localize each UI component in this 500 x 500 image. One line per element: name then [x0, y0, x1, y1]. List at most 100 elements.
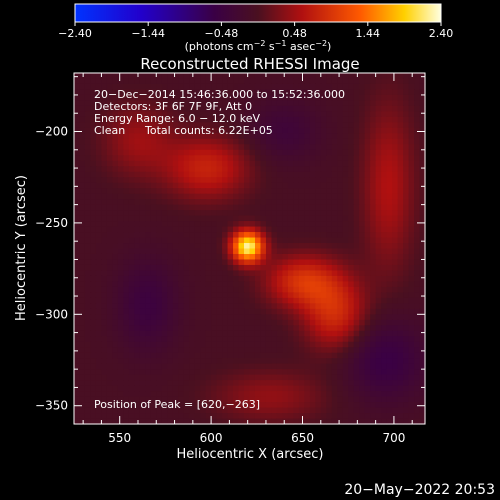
- heatmap-cell: [172, 133, 179, 140]
- heatmap-cell: [364, 319, 371, 326]
- heatmap-cell: [106, 188, 113, 195]
- heatmap-cell: [342, 325, 349, 332]
- heatmap-cell: [95, 292, 103, 299]
- heatmap-cell: [233, 83, 240, 91]
- heatmap-cell: [95, 325, 103, 332]
- heatmap-cell: [293, 297, 300, 304]
- heatmap-cell: [408, 127, 415, 134]
- heatmap-cell: [194, 166, 201, 173]
- heatmap-cell: [370, 138, 377, 145]
- heatmap-cell: [254, 253, 262, 261]
- heatmap-cell: [397, 352, 404, 359]
- heatmap-cell: [134, 253, 141, 261]
- heatmap-cell: [414, 138, 421, 145]
- heatmap-cell: [90, 308, 97, 315]
- heatmap-cell: [414, 188, 421, 195]
- heatmap-cell: [392, 149, 399, 156]
- heatmap-cell: [90, 314, 97, 321]
- heatmap-cell: [123, 73, 130, 80]
- heatmap-cell: [337, 418, 344, 425]
- heatmap-cell: [254, 232, 262, 239]
- heatmap-cell: [216, 94, 223, 102]
- heatmap-cell: [95, 407, 103, 414]
- heatmap-cell: [205, 385, 212, 392]
- heatmap-cell: [370, 330, 377, 337]
- heatmap-cell: [260, 336, 267, 343]
- heatmap-cell: [150, 210, 157, 217]
- heatmap-cell: [238, 270, 245, 277]
- heatmap-cell: [403, 94, 410, 102]
- heatmap-cell: [79, 286, 86, 293]
- heatmap-cell: [150, 281, 157, 288]
- heatmap-cell: [397, 243, 404, 250]
- heatmap-cell: [183, 413, 190, 420]
- heatmap-cell: [172, 314, 179, 321]
- heatmap-cell: [106, 297, 113, 304]
- heatmap-cell: [364, 391, 371, 398]
- heatmap-cell: [287, 237, 294, 244]
- heatmap-cell: [172, 188, 179, 195]
- heatmap-cell: [282, 248, 289, 255]
- heatmap-cell: [287, 341, 294, 348]
- heatmap-cell: [183, 122, 190, 129]
- heatmap-cell: [200, 83, 207, 91]
- heatmap-cell: [304, 259, 311, 266]
- heatmap-cell: [84, 286, 92, 293]
- heatmap-cell: [408, 177, 415, 184]
- heatmap-cell: [370, 358, 377, 365]
- heatmap-cell: [178, 270, 185, 277]
- heatmap-cell: [200, 413, 207, 420]
- heatmap-cell: [211, 237, 218, 244]
- heatmap-cell: [260, 188, 267, 195]
- heatmap-cell: [298, 116, 305, 123]
- heatmap-cell: [249, 210, 256, 217]
- heatmap-cell: [309, 83, 316, 91]
- heatmap-cell: [403, 303, 410, 310]
- heatmap-cell: [282, 166, 289, 173]
- heatmap-cell: [106, 275, 113, 282]
- heatmap-cell: [161, 116, 168, 123]
- heatmap-cell: [370, 199, 377, 206]
- heatmap-cell: [227, 89, 234, 96]
- heatmap-cell: [233, 248, 240, 255]
- heatmap-cell: [370, 188, 377, 195]
- heatmap-cell: [128, 336, 135, 343]
- heatmap-cell: [84, 308, 92, 315]
- heatmap-cell: [271, 237, 278, 244]
- heatmap-cell: [271, 325, 278, 332]
- heatmap-cell: [74, 232, 81, 239]
- heatmap-cell: [348, 407, 355, 414]
- heatmap-cell: [298, 270, 305, 277]
- heatmap-cell: [74, 319, 81, 326]
- heatmap-cell: [298, 369, 305, 376]
- heatmap-cell: [408, 275, 415, 282]
- heatmap-cell: [95, 94, 103, 102]
- heatmap-cell: [145, 303, 152, 310]
- heatmap-cell: [249, 336, 256, 343]
- heatmap-cell: [79, 166, 86, 173]
- heatmap-cell: [227, 144, 234, 151]
- heatmap-cell: [233, 133, 240, 140]
- heatmap-cell: [375, 281, 382, 288]
- heatmap-cell: [381, 358, 388, 365]
- heatmap-cell: [183, 166, 190, 173]
- heatmap-cell: [309, 138, 316, 145]
- heatmap-cell: [128, 402, 135, 409]
- heatmap-cell: [84, 193, 92, 200]
- heatmap-cell: [320, 73, 327, 80]
- heatmap-cell: [233, 286, 240, 293]
- heatmap-cell: [276, 407, 283, 414]
- heatmap-cell: [265, 248, 273, 255]
- heatmap-cell: [271, 418, 278, 425]
- heatmap-cell: [408, 325, 415, 332]
- heatmap-cell: [222, 303, 229, 310]
- heatmap-cell: [320, 160, 327, 167]
- heatmap-cell: [112, 204, 119, 211]
- heatmap-cell: [293, 89, 300, 96]
- heatmap-cell: [139, 292, 146, 299]
- heatmap-cell: [211, 391, 218, 398]
- heatmap-cell: [244, 133, 251, 140]
- heatmap-cell: [353, 341, 360, 348]
- heatmap-cell: [249, 352, 256, 359]
- heatmap-cell: [145, 352, 152, 359]
